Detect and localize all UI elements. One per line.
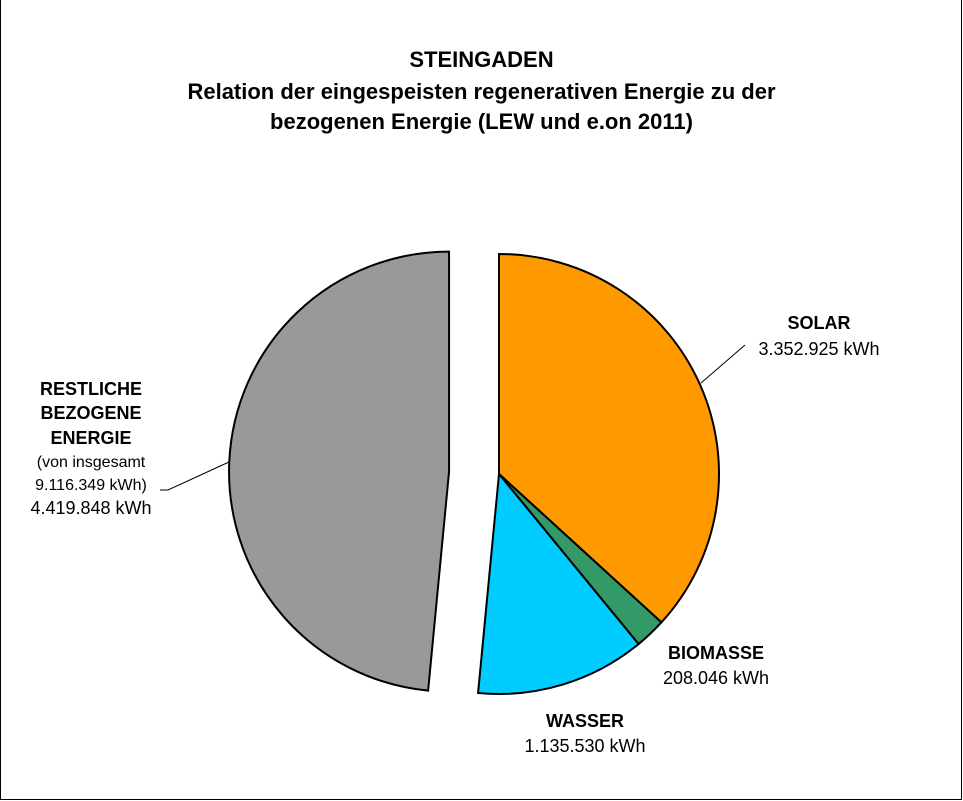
chart-title: STEINGADEN (409, 47, 554, 72)
slice-label-restliche-line3: ENERGIE (50, 428, 131, 448)
slice-label-solar: SOLAR (788, 313, 851, 333)
slice-note-restliche-line1: (von insgesamt (37, 454, 146, 471)
chart-subtitle-line2: bezogenen Energie (LEW und e.on 2011) (270, 109, 693, 134)
slice-value-restliche: 4.419.848 kWh (30, 498, 151, 518)
pie-slice-wasser (476, 471, 640, 695)
slice-value-solar: 3.352.925 kWh (758, 339, 879, 359)
slice-value-biomasse: 208.046 kWh (663, 668, 769, 688)
slice-label-wasser: WASSER (546, 711, 624, 731)
slice-label-restliche-line1: RESTLICHE (40, 379, 142, 399)
slice-note-restliche-line2: 9.116.349 kWh) (35, 477, 147, 494)
slice-value-wasser: 1.135.530 kWh (524, 736, 645, 756)
pie-slice-restliche (228, 250, 451, 692)
slice-label-biomasse: BIOMASSE (668, 643, 764, 663)
leader-line-solar (700, 344, 746, 384)
chart-subtitle-line1: Relation der eingespeisten regenerativen… (187, 79, 776, 104)
pie-slice-solar (498, 252, 720, 624)
slice-label-restliche-line2: BEZOGENE (40, 403, 141, 423)
leader-line-restliche (160, 461, 230, 491)
